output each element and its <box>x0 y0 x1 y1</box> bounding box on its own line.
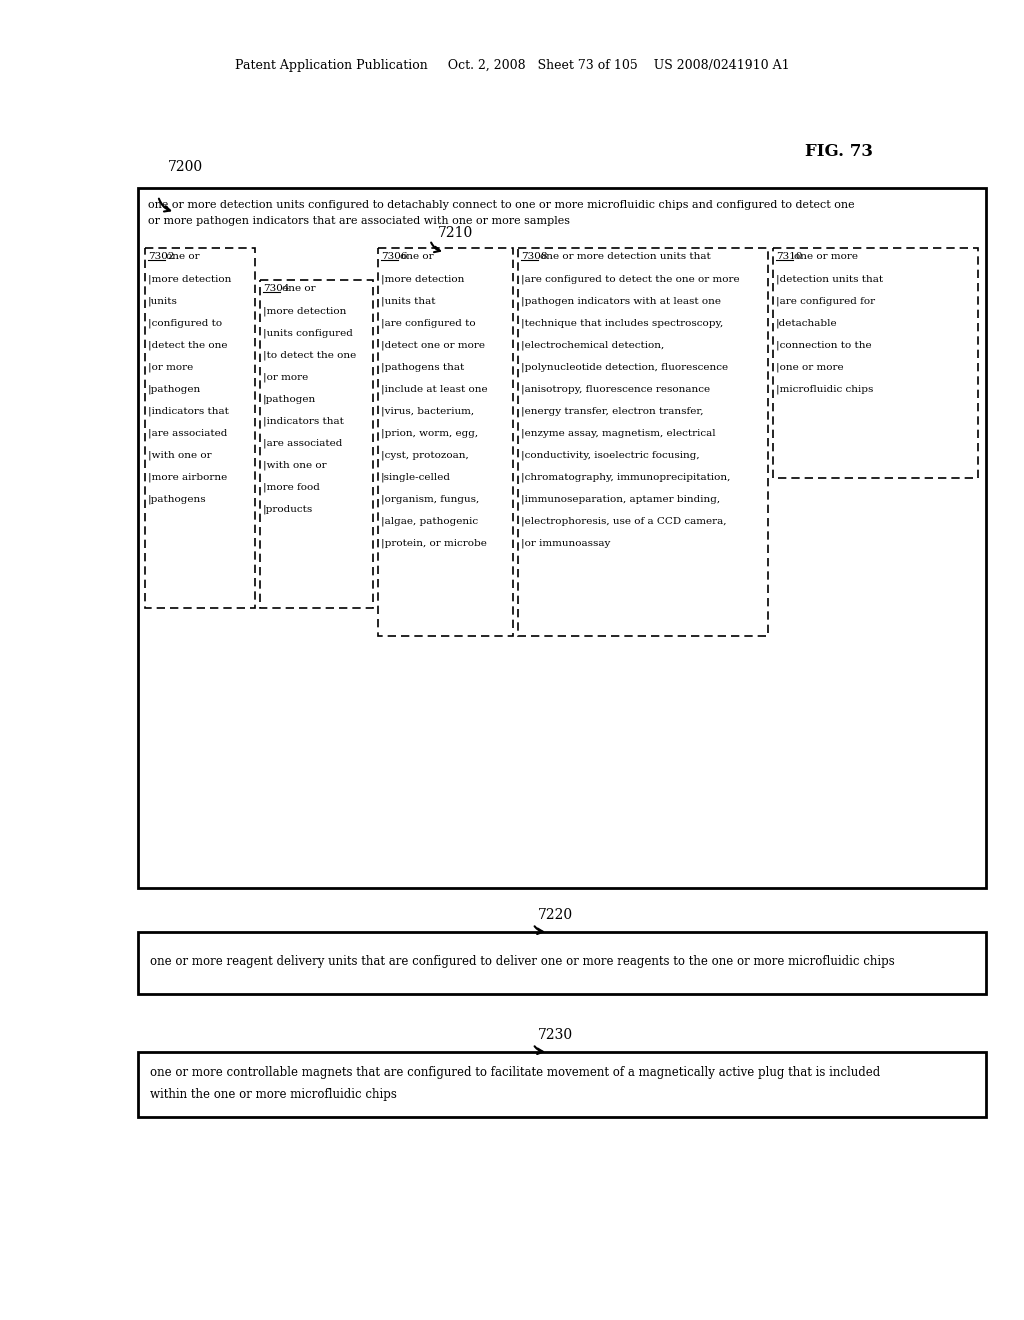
Text: or more pathogen indicators that are associated with one or more samples: or more pathogen indicators that are ass… <box>148 216 570 226</box>
Text: one or more: one or more <box>795 252 858 261</box>
Text: |technique that includes spectroscopy,: |technique that includes spectroscopy, <box>521 318 723 327</box>
Text: 7200: 7200 <box>168 160 203 174</box>
Text: |detachable: |detachable <box>776 318 838 327</box>
Text: |pathogen: |pathogen <box>148 384 202 393</box>
Text: one or: one or <box>399 252 433 261</box>
Text: |indicators that: |indicators that <box>263 416 344 425</box>
Text: 7304: 7304 <box>263 284 290 293</box>
Bar <box>378 248 513 636</box>
Text: |prion, worm, egg,: |prion, worm, egg, <box>381 428 478 437</box>
Bar <box>518 248 768 636</box>
Text: |electrophoresis, use of a CCD camera,: |electrophoresis, use of a CCD camera, <box>521 516 726 525</box>
Text: |anisotropy, fluorescence resonance: |anisotropy, fluorescence resonance <box>521 384 710 393</box>
Text: |one or more: |one or more <box>776 362 844 371</box>
Text: |more detection: |more detection <box>263 306 346 315</box>
Text: 7302: 7302 <box>148 252 174 261</box>
Text: one or: one or <box>167 252 200 261</box>
Bar <box>138 1052 986 1117</box>
Text: 7210: 7210 <box>438 226 473 240</box>
Text: within the one or more microfluidic chips: within the one or more microfluidic chip… <box>150 1088 397 1101</box>
Text: |connection to the: |connection to the <box>776 341 871 350</box>
Text: |or more: |or more <box>148 362 194 371</box>
Text: |cyst, protozoan,: |cyst, protozoan, <box>381 450 469 459</box>
Text: |more food: |more food <box>263 482 319 491</box>
Text: |or more: |or more <box>263 372 308 381</box>
Text: |more detection: |more detection <box>381 275 464 284</box>
Text: one or more detection units that: one or more detection units that <box>540 252 711 261</box>
Text: |units configured: |units configured <box>263 327 353 338</box>
Text: |units that: |units that <box>381 296 435 305</box>
Text: |include at least one: |include at least one <box>381 384 487 393</box>
Text: one or more controllable magnets that are configured to facilitate movement of a: one or more controllable magnets that ar… <box>150 1067 881 1078</box>
Text: one or: one or <box>282 284 315 293</box>
Text: |products: |products <box>263 504 313 513</box>
Text: |pathogens: |pathogens <box>148 494 207 503</box>
Text: |organism, fungus,: |organism, fungus, <box>381 494 479 503</box>
Text: |microfluidic chips: |microfluidic chips <box>776 384 873 393</box>
Text: FIG. 73: FIG. 73 <box>805 144 873 161</box>
Bar <box>773 248 978 478</box>
Text: |immunoseparation, aptamer binding,: |immunoseparation, aptamer binding, <box>521 494 720 503</box>
Text: |or immunoassay: |or immunoassay <box>521 539 610 548</box>
Text: 7310: 7310 <box>776 252 803 261</box>
Text: one or more detection units configured to detachably connect to one or more micr: one or more detection units configured t… <box>148 201 855 210</box>
Text: |are configured to: |are configured to <box>381 318 475 327</box>
Text: |are associated: |are associated <box>263 438 342 447</box>
Bar <box>260 280 373 609</box>
Text: |with one or: |with one or <box>263 459 327 470</box>
Text: |enzyme assay, magnetism, electrical: |enzyme assay, magnetism, electrical <box>521 428 716 437</box>
Text: 7306: 7306 <box>381 252 408 261</box>
Text: 7230: 7230 <box>538 1028 573 1041</box>
Text: |units: |units <box>148 296 178 305</box>
Bar <box>145 248 255 609</box>
Text: |pathogen indicators with at least one: |pathogen indicators with at least one <box>521 296 721 305</box>
Text: 7220: 7220 <box>538 908 573 921</box>
Text: |configured to: |configured to <box>148 318 222 327</box>
Text: |algae, pathogenic: |algae, pathogenic <box>381 516 478 525</box>
Text: |are associated: |are associated <box>148 428 227 437</box>
Text: |virus, bacterium,: |virus, bacterium, <box>381 407 474 416</box>
Text: |protein, or microbe: |protein, or microbe <box>381 539 486 548</box>
Text: |conductivity, isoelectric focusing,: |conductivity, isoelectric focusing, <box>521 450 699 459</box>
Text: |are configured to detect the one or more: |are configured to detect the one or mor… <box>521 275 739 284</box>
Text: |with one or: |with one or <box>148 450 212 459</box>
Bar <box>138 932 986 994</box>
Text: |polynucleotide detection, fluorescence: |polynucleotide detection, fluorescence <box>521 362 728 371</box>
Text: |more airborne: |more airborne <box>148 473 227 482</box>
Text: |detect one or more: |detect one or more <box>381 341 485 350</box>
Text: |indicators that: |indicators that <box>148 407 229 416</box>
Text: |chromatography, immunoprecipitation,: |chromatography, immunoprecipitation, <box>521 473 730 482</box>
Text: |electrochemical detection,: |electrochemical detection, <box>521 341 665 350</box>
Text: |detection units that: |detection units that <box>776 275 883 284</box>
Text: |to detect the one: |to detect the one <box>263 350 356 359</box>
Text: one or more reagent delivery units that are configured to deliver one or more re: one or more reagent delivery units that … <box>150 956 895 969</box>
Text: |more detection: |more detection <box>148 275 231 284</box>
Text: |are configured for: |are configured for <box>776 296 876 305</box>
Text: Patent Application Publication     Oct. 2, 2008   Sheet 73 of 105    US 2008/024: Patent Application Publication Oct. 2, 2… <box>234 58 790 71</box>
Text: |detect the one: |detect the one <box>148 341 227 350</box>
Text: |single-celled: |single-celled <box>381 473 451 482</box>
Text: |pathogen: |pathogen <box>263 393 316 404</box>
Text: 7308: 7308 <box>521 252 548 261</box>
Text: |pathogens that: |pathogens that <box>381 362 464 371</box>
Bar <box>138 187 986 888</box>
Text: |energy transfer, electron transfer,: |energy transfer, electron transfer, <box>521 407 703 416</box>
